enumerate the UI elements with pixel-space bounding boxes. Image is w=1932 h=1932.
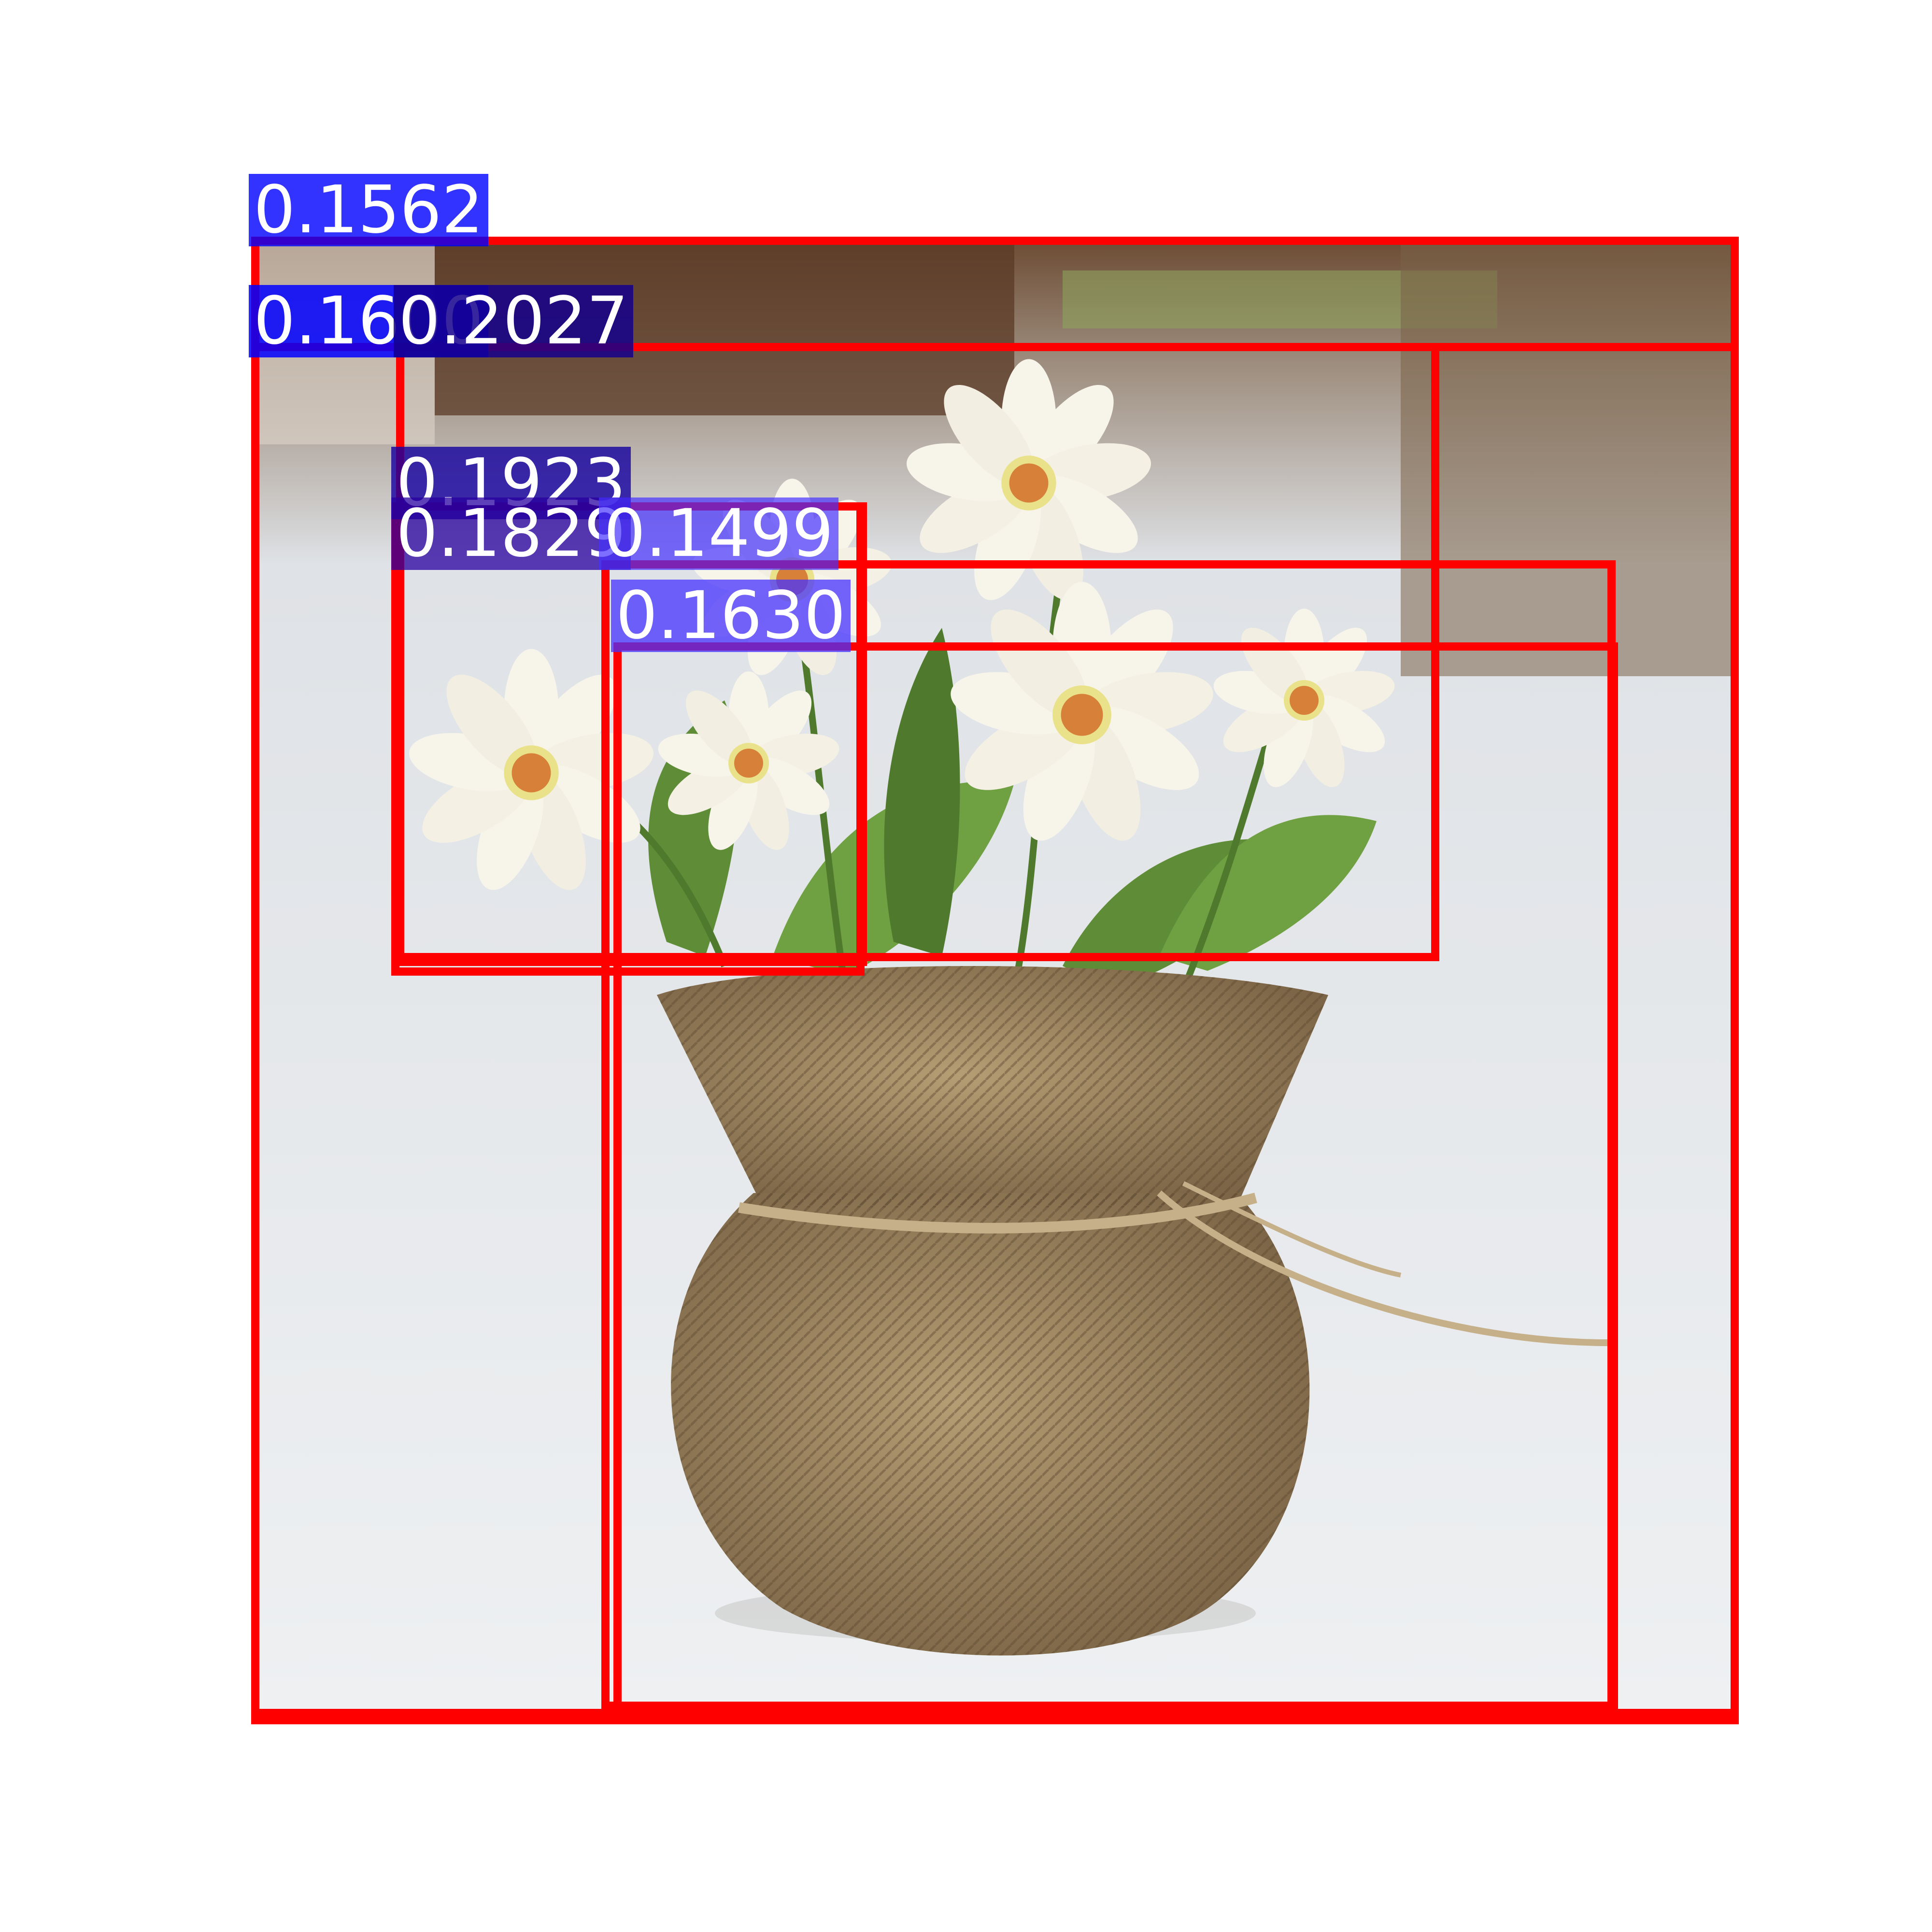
score-label-6: 0.1499 <box>599 497 838 570</box>
score-label-5: 0.1829 <box>391 497 631 570</box>
score-label-7: 0.1630 <box>611 580 851 652</box>
score-label-1: 0.1562 <box>249 174 488 246</box>
score-label-3: 0.2027 <box>394 285 633 357</box>
detection-box-7 <box>391 502 867 966</box>
